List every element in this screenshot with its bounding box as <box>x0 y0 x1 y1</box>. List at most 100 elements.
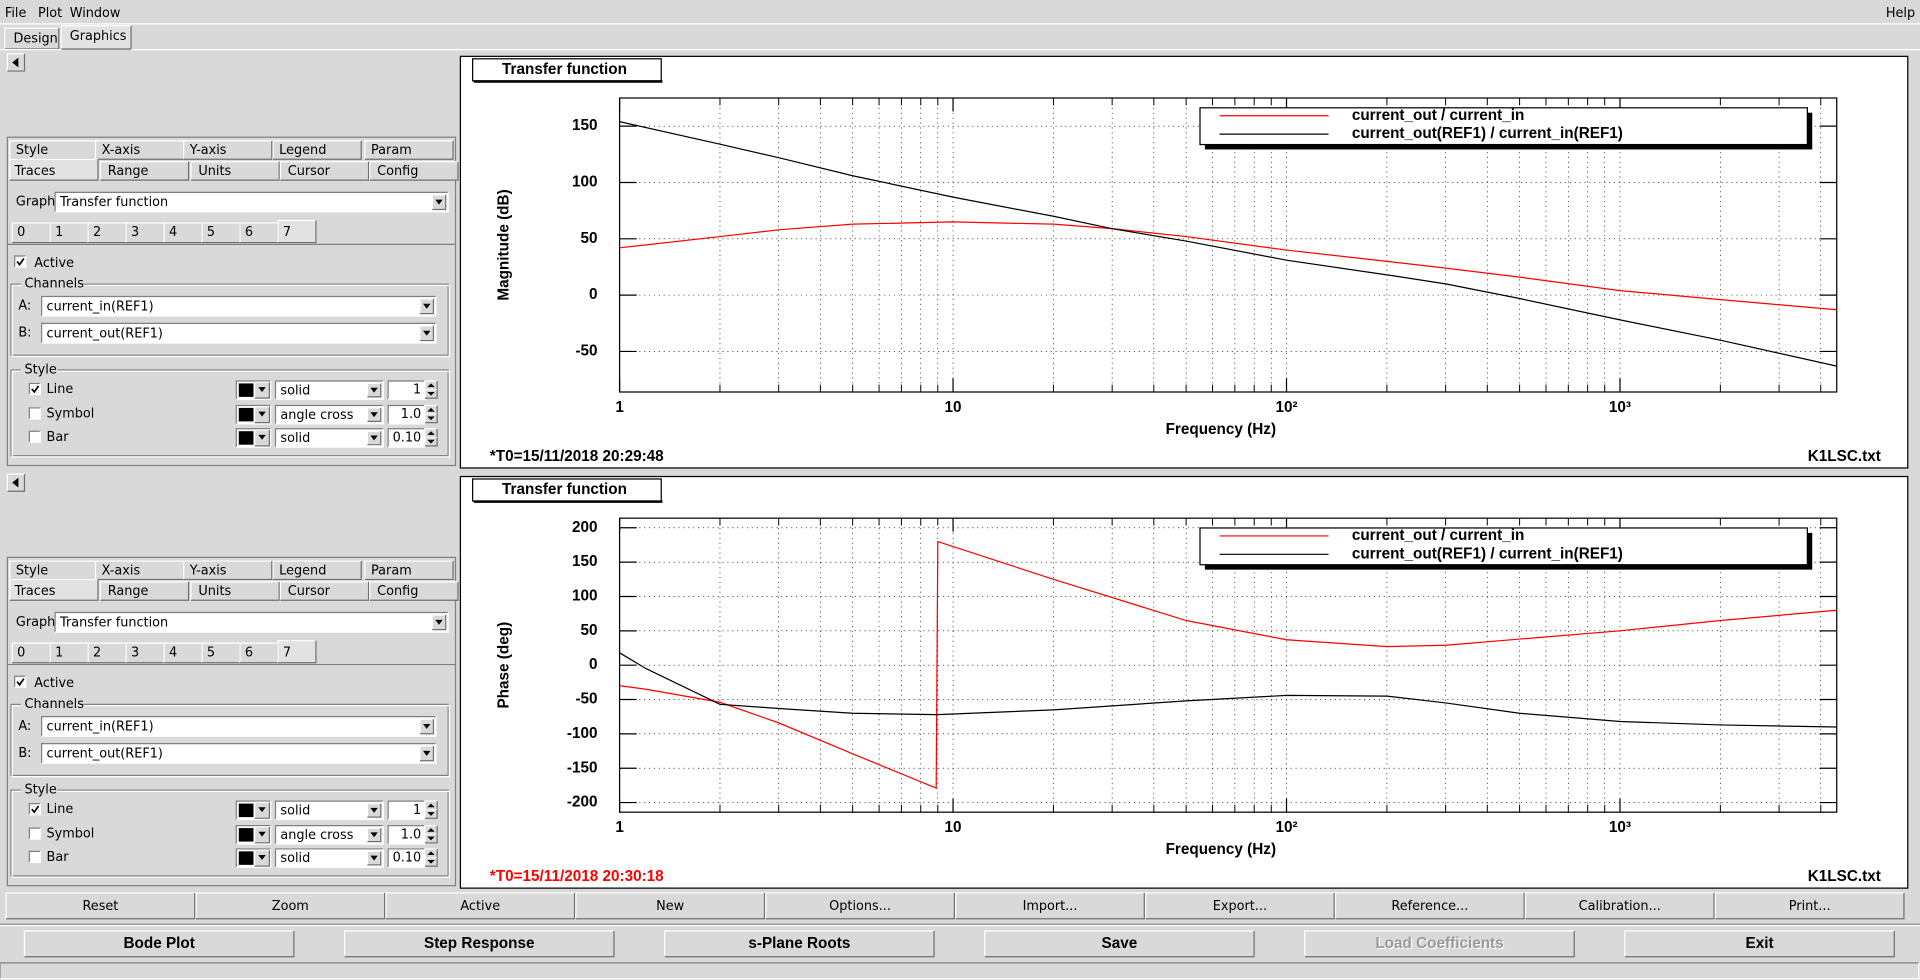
button-label[interactable]: New <box>656 899 684 914</box>
tab-label[interactable]: Cursor <box>288 584 331 599</box>
checkbox[interactable] <box>29 803 41 815</box>
tab-label[interactable]: Legend <box>279 563 326 578</box>
channel-select[interactable] <box>41 296 436 317</box>
button-label[interactable]: Save <box>1102 935 1138 952</box>
toolbar-button[interactable] <box>385 893 575 919</box>
tab[interactable] <box>164 643 203 663</box>
tab[interactable] <box>50 222 89 243</box>
tab[interactable] <box>126 643 165 663</box>
button-label[interactable]: Reference... <box>1391 899 1468 914</box>
menu-item[interactable]: Help <box>1886 6 1915 21</box>
tab-selected[interactable] <box>61 25 132 49</box>
tab[interactable] <box>88 222 127 243</box>
tab[interactable] <box>50 643 89 663</box>
checkbox[interactable] <box>29 431 41 443</box>
tab-label[interactable]: Y-axis <box>189 563 227 578</box>
menu-item[interactable]: Plot <box>38 6 62 21</box>
tab[interactable] <box>240 643 278 663</box>
tab[interactable] <box>95 140 184 160</box>
channel-select[interactable] <box>41 716 436 737</box>
tab-label[interactable]: 0 <box>17 225 25 240</box>
spin-field[interactable] <box>388 380 425 400</box>
graph-select[interactable] <box>55 192 449 212</box>
tab-selected[interactable] <box>9 159 98 181</box>
tab-label[interactable]: Units <box>198 164 231 179</box>
style-select[interactable] <box>275 848 384 868</box>
button-label[interactable]: Import... <box>1023 899 1078 914</box>
tab[interactable] <box>95 561 184 580</box>
style-select[interactable] <box>275 405 384 424</box>
tab[interactable] <box>4 28 59 49</box>
tab-label[interactable]: Units <box>198 584 231 599</box>
tab[interactable] <box>280 161 369 181</box>
button-label[interactable]: Export... <box>1213 899 1267 914</box>
checkbox[interactable] <box>14 256 26 268</box>
button-label[interactable]: Step Response <box>424 935 534 952</box>
spin-field[interactable] <box>388 428 425 448</box>
tab[interactable] <box>191 161 280 181</box>
button-label[interactable]: Reset <box>82 899 118 914</box>
tab[interactable] <box>183 561 272 580</box>
tab-label[interactable]: 3 <box>131 225 139 240</box>
tab-label[interactable]: 4 <box>169 225 177 240</box>
tab[interactable] <box>202 222 240 243</box>
tab-label[interactable]: Config <box>377 164 418 179</box>
tab[interactable] <box>202 643 240 663</box>
checkbox-label[interactable]: Symbol <box>47 827 95 842</box>
button-label[interactable]: Bode Plot <box>123 935 194 952</box>
menu-item[interactable]: File <box>5 6 27 21</box>
tab[interactable] <box>240 222 278 243</box>
toolbar-button[interactable] <box>1335 893 1525 919</box>
style-select[interactable] <box>275 380 384 400</box>
channel-select[interactable] <box>41 323 436 343</box>
spin-field[interactable] <box>388 405 425 424</box>
toolbar-button[interactable] <box>955 893 1145 919</box>
toolbar-button[interactable] <box>1525 893 1715 919</box>
tab-label[interactable]: Legend <box>279 143 326 158</box>
action-button[interactable] <box>344 931 614 957</box>
tab[interactable] <box>100 161 189 181</box>
tab-label[interactable]: Design <box>13 32 57 47</box>
tab-label[interactable]: Style <box>16 563 48 578</box>
tab-label[interactable]: Traces <box>14 164 56 179</box>
button-label[interactable]: Calibration... <box>1579 899 1661 914</box>
checkbox[interactable] <box>29 383 41 395</box>
tab[interactable] <box>183 140 272 160</box>
tab-label[interactable]: Y-axis <box>189 143 227 158</box>
tab[interactable] <box>88 643 127 663</box>
tab-label[interactable]: Config <box>377 584 418 599</box>
tab-label[interactable]: Param <box>371 143 412 158</box>
tab-label[interactable]: X-axis <box>102 143 141 158</box>
action-button[interactable] <box>24 931 294 957</box>
tab-label[interactable]: Range <box>108 164 149 179</box>
style-select[interactable] <box>275 801 384 820</box>
channel-select[interactable] <box>41 743 436 764</box>
tab[interactable] <box>280 581 369 601</box>
tab-label[interactable]: X-axis <box>102 563 141 578</box>
button-label[interactable]: Active <box>460 899 500 914</box>
toolbar-button[interactable] <box>1715 893 1904 919</box>
tab-label[interactable]: Param <box>371 563 412 578</box>
tab-selected[interactable] <box>277 220 316 243</box>
tab[interactable] <box>12 222 51 243</box>
action-button[interactable] <box>664 931 935 957</box>
checkbox-label[interactable]: Active <box>34 256 74 271</box>
toolbar-button[interactable] <box>196 893 385 919</box>
button-label[interactable]: Options... <box>829 899 891 914</box>
tab[interactable] <box>126 222 165 243</box>
tab[interactable] <box>9 140 98 160</box>
tab-label[interactable]: Graphics <box>70 29 127 44</box>
tab[interactable] <box>273 140 362 160</box>
spin-field[interactable] <box>388 825 425 845</box>
button-label[interactable]: s-Plane Roots <box>748 935 850 952</box>
toolbar-button[interactable] <box>1145 893 1335 919</box>
tab[interactable] <box>273 561 362 580</box>
tab-label[interactable]: 2 <box>93 645 101 660</box>
tab-label[interactable]: 7 <box>283 645 291 660</box>
checkbox-label[interactable]: Bar <box>47 850 70 865</box>
action-button[interactable] <box>984 931 1255 957</box>
tab[interactable] <box>12 643 51 663</box>
tab[interactable] <box>164 222 203 243</box>
tab-label[interactable]: 6 <box>245 645 253 660</box>
checkbox[interactable] <box>29 851 41 863</box>
